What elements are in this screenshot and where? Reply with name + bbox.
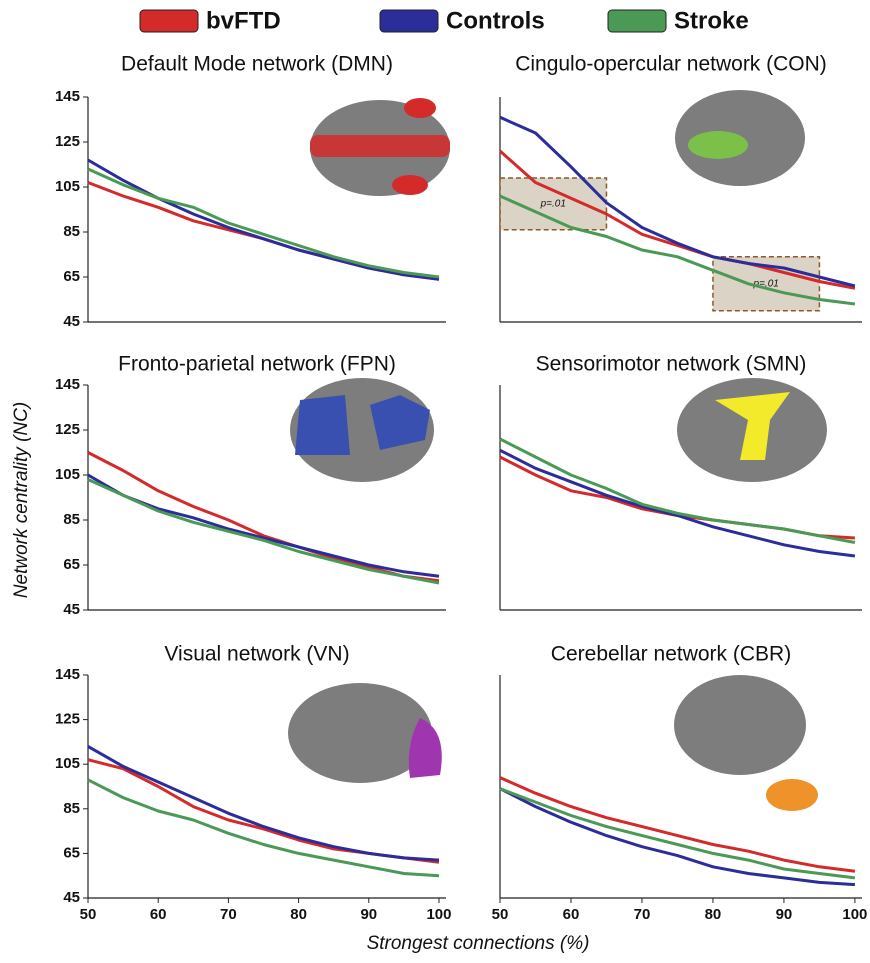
series-line <box>499 115 856 288</box>
chart-title: Fronto-parietal network (FPN) <box>118 353 396 376</box>
x-tick-label: 60 <box>563 906 580 923</box>
legend-swatch <box>607 9 667 33</box>
series-line <box>87 181 440 281</box>
y-tick-label: 145 <box>55 376 80 393</box>
legend-swatch <box>379 9 439 33</box>
y-tick-label: 105 <box>55 178 80 195</box>
series-line <box>499 787 855 887</box>
brain <box>288 683 432 783</box>
x-tick-label: 90 <box>360 906 377 923</box>
x-tick-label: 60 <box>150 906 167 923</box>
y-tick-label: 85 <box>63 223 80 240</box>
brain-region <box>766 779 818 811</box>
y-tick-label: 45 <box>63 889 80 906</box>
y-tick-label: 65 <box>63 268 80 285</box>
annotation-text: p=.01 <box>540 199 566 210</box>
series-line <box>87 473 440 578</box>
brain-region <box>715 392 790 460</box>
brain-region <box>404 98 436 118</box>
series-line <box>499 455 855 540</box>
y-tick-label: 145 <box>55 666 80 683</box>
x-tick-label: 50 <box>492 906 509 923</box>
x-tick-label: 70 <box>220 906 237 923</box>
y-tick-label: 65 <box>63 844 80 861</box>
series-line <box>87 478 440 585</box>
y-tick-label: 145 <box>55 88 80 105</box>
chart-title: Cingulo-opercular network (CON) <box>515 53 827 76</box>
brain-region <box>688 131 748 159</box>
series-line <box>87 167 440 279</box>
series-line <box>499 437 856 544</box>
y-tick-label: 65 <box>63 556 80 573</box>
x-tick-label: 80 <box>290 906 307 923</box>
chart-title: Cerebellar network (CBR) <box>551 643 791 666</box>
y-tick-label: 85 <box>63 800 80 817</box>
y-tick-label: 105 <box>55 755 80 772</box>
chart-title: Visual network (VN) <box>164 643 349 666</box>
x-tick-label: 80 <box>705 906 722 923</box>
series-line <box>499 776 856 873</box>
legend-label: bvFTD <box>206 7 281 34</box>
chart-title: Default Mode network (DMN) <box>121 53 393 76</box>
annotation-text: p=.01 <box>753 278 779 289</box>
y-tick-label: 85 <box>63 511 80 528</box>
x-axis-label: Strongest connections (%) <box>367 933 590 954</box>
y-tick-label: 125 <box>55 421 80 438</box>
series-line <box>499 787 856 880</box>
y-tick-label: 45 <box>63 313 80 330</box>
legend-label: Stroke <box>674 7 749 34</box>
series-line <box>87 778 440 878</box>
series-line <box>87 745 440 862</box>
y-axis-label: Network centrality (NC) <box>11 402 32 598</box>
y-tick-label: 45 <box>63 601 80 618</box>
x-tick-label: 100 <box>842 906 867 923</box>
y-tick-label: 125 <box>55 133 80 150</box>
y-tick-label: 125 <box>55 711 80 728</box>
brain-region <box>310 135 450 157</box>
brain <box>674 675 806 775</box>
series-line <box>499 149 856 290</box>
y-tick-label: 105 <box>55 466 80 483</box>
x-tick-label: 100 <box>426 906 451 923</box>
legend-label: Controls <box>446 7 545 34</box>
x-tick-label: 50 <box>80 906 97 923</box>
brain-images <box>288 90 827 811</box>
chart-title: Sensorimotor network (SMN) <box>536 353 807 376</box>
x-tick-label: 70 <box>634 906 651 923</box>
brain-region <box>295 395 430 455</box>
series-line <box>499 194 856 306</box>
series-line <box>499 448 856 558</box>
legend-swatch <box>139 9 199 33</box>
brain-region <box>408 718 442 778</box>
brain-region <box>392 175 428 195</box>
x-tick-label: 90 <box>776 906 793 923</box>
